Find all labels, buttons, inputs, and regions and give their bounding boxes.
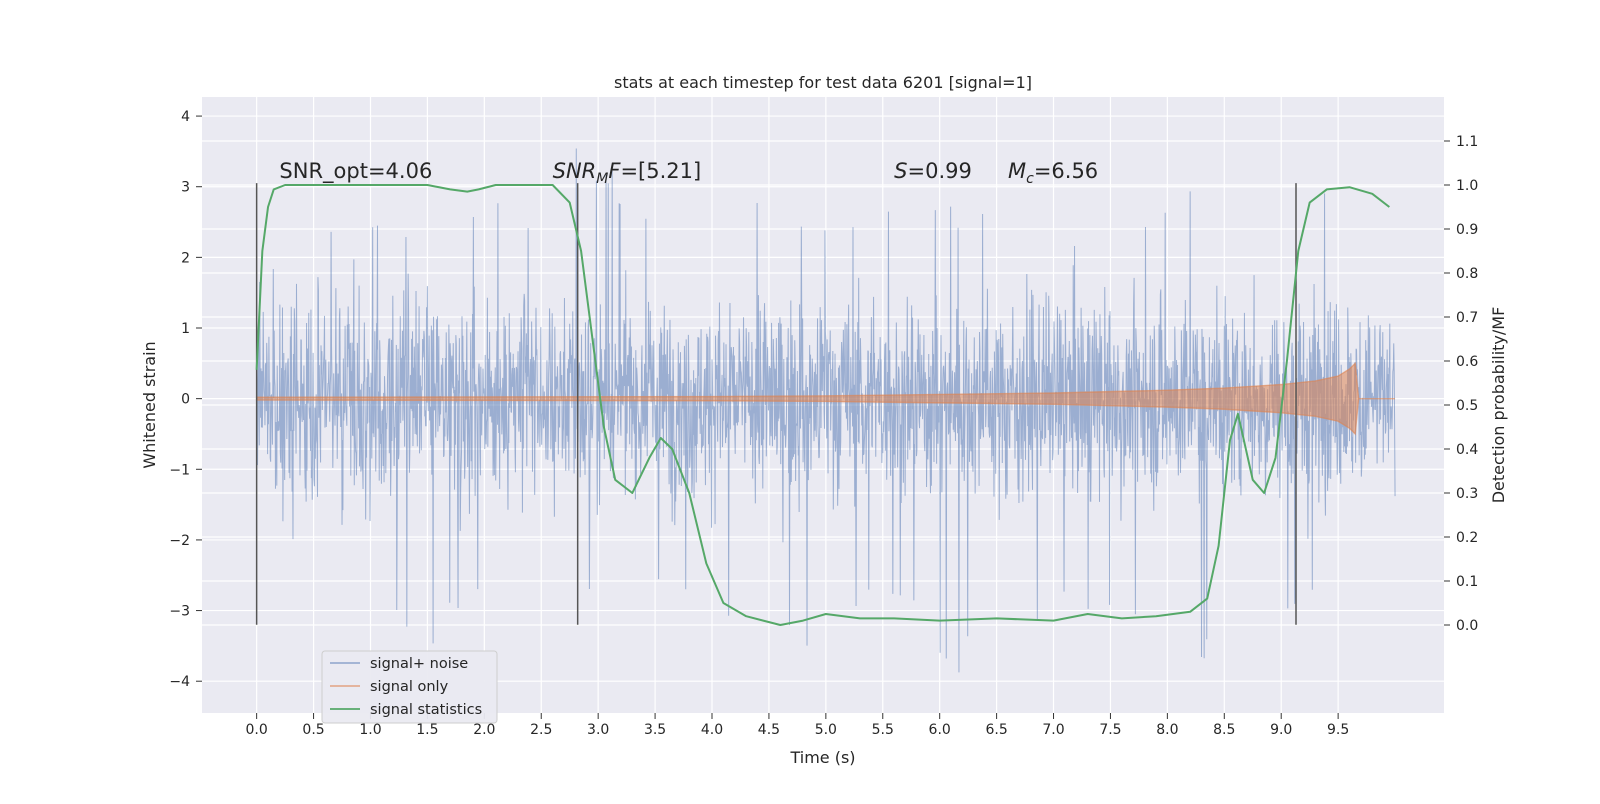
annotation-part: =0.99 — [907, 159, 971, 183]
signal-statistics-line — [255, 184, 1390, 626]
legend-label-signal-noise: signal+ noise — [370, 656, 468, 672]
legend: signal+ noise signal only signal statist… — [321, 650, 498, 724]
signal-statistics-series — [255, 184, 1390, 626]
x-tick-label: 0.5 — [302, 722, 324, 738]
y-right-tick-label: 0.5 — [1456, 398, 1478, 414]
annotation-1: SNR_opt=4.06 — [279, 159, 432, 184]
x-tick-label: 9.5 — [1327, 722, 1349, 738]
x-tick-label: 2.0 — [473, 722, 495, 738]
x-tick-label: 8.5 — [1213, 722, 1235, 738]
x-tick-label: 1.0 — [359, 722, 381, 738]
y-right-tick-label: 0.8 — [1456, 266, 1478, 282]
x-tick-label: 3.0 — [587, 722, 609, 738]
x-axis-label: Time (s) — [789, 748, 855, 767]
annotation-part: M — [1008, 159, 1026, 183]
x-tick-label: 5.5 — [872, 722, 894, 738]
x-tick-label: 6.5 — [985, 722, 1007, 738]
y-left-tick-label: −2 — [169, 533, 190, 549]
x-tick-label: 4.5 — [758, 722, 780, 738]
signal-only-series — [255, 361, 1396, 436]
y-left-tick-label: −3 — [169, 604, 190, 620]
x-tick-label: 7.0 — [1042, 722, 1064, 738]
x-tick-label: 5.0 — [815, 722, 837, 738]
x-tick-label: 7.5 — [1099, 722, 1121, 738]
y-left-tick-label: 1 — [181, 321, 190, 337]
annotation-part: F — [608, 159, 621, 183]
y-right-tick-label: 0.9 — [1456, 222, 1478, 238]
annotation-part: S — [894, 159, 907, 183]
axes: 0.0 0.5 1.0 1.5 2.0 2.5 3.0 3.5 4.0 4.5 5.0 5.5 6.0 6… — [169, 109, 1478, 738]
chart-title: stats at each timestep for test data 620… — [614, 73, 1032, 92]
y-right-tick-label: 1.0 — [1456, 178, 1478, 194]
y-axis-label-left: Whitened strain — [140, 341, 159, 468]
x-tick-label: 8.0 — [1156, 722, 1178, 738]
signal-noise-line — [256, 148, 1396, 673]
y-right-tick-label: 0.2 — [1456, 530, 1478, 546]
annotation-2: SNRMF=[5.21] — [553, 159, 702, 187]
legend-label-signal-statistics: signal statistics — [370, 702, 482, 718]
annotation-3: S=0.99 — [894, 159, 972, 183]
annotation-part: M — [596, 171, 608, 187]
signal-only-band — [255, 361, 1396, 436]
y-right-tick-label: 0.0 — [1456, 618, 1478, 634]
annotation-4: Mc=6.56 — [1008, 159, 1098, 187]
y-left-tick-label: 2 — [181, 250, 190, 266]
x-tick-label: 2.5 — [530, 722, 552, 738]
y-left-tick-label: −1 — [169, 462, 190, 478]
y-axis-label-right: Detection probability/MF — [1489, 307, 1508, 504]
y-right-tick-label: 0.1 — [1456, 574, 1478, 590]
legend-label-signal-only: signal only — [370, 679, 449, 695]
annotation-part: c — [1026, 171, 1034, 187]
legend-box — [321, 650, 498, 724]
x-tick-label: 9.0 — [1270, 722, 1292, 738]
y-right-tick-label: 0.7 — [1456, 310, 1478, 326]
signal-noise-series — [256, 148, 1396, 673]
x-tick-label: 1.5 — [416, 722, 438, 738]
annotation-part: SNR — [553, 159, 597, 183]
y-right-tick-label: 1.1 — [1456, 134, 1478, 150]
annotation-part: =[5.21] — [620, 159, 701, 183]
y-left-tick-label: 4 — [181, 109, 190, 125]
vertical-markers — [255, 183, 1297, 625]
x-tick-label: 3.5 — [644, 722, 666, 738]
x-tick-label: 6.0 — [929, 722, 951, 738]
annotation-part: =6.56 — [1034, 159, 1098, 183]
y-right-tick-label: 0.3 — [1456, 486, 1478, 502]
y-right-tick-label: 0.4 — [1456, 442, 1478, 458]
annotations: SNR_opt=4.06 SNRMF=[5.21] S=0.99 Mc=6.56 — [279, 159, 1098, 187]
y-left-tick-label: 3 — [181, 180, 190, 196]
annotation-part: SNR_opt=4.06 — [279, 159, 432, 184]
y-right-tick-label: 0.6 — [1456, 354, 1478, 370]
y-left-tick-label: −4 — [169, 674, 190, 690]
y-left-tick-label: 0 — [181, 392, 190, 408]
x-tick-label: 4.0 — [701, 722, 723, 738]
x-tick-label: 0.0 — [246, 722, 268, 738]
